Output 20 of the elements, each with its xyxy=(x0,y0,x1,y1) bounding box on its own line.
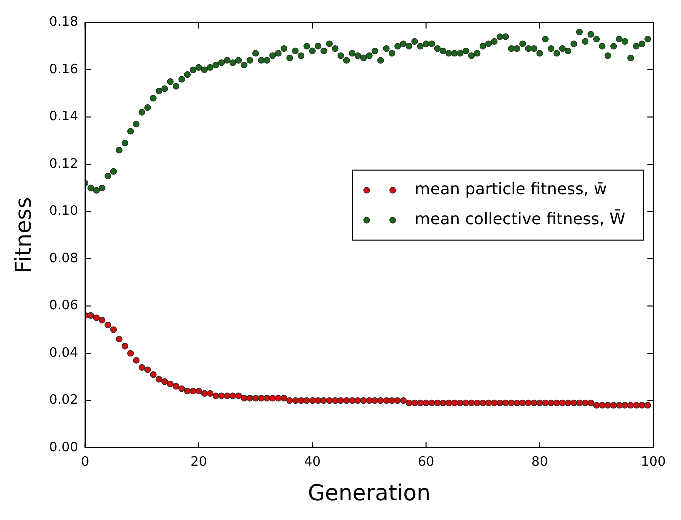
y-tick-label: 0.12 xyxy=(49,156,78,172)
y-tick-label: 0.16 xyxy=(49,62,78,78)
legend-label: mean particle fitness, w̄ xyxy=(414,180,608,199)
y-tick-label: 0.00 xyxy=(49,440,78,456)
y-tick-label: 0.02 xyxy=(49,393,78,408)
y-tick-label: 0.08 xyxy=(49,251,78,266)
y-tick-label: 0.14 xyxy=(49,110,78,125)
x-axis-title: Generation xyxy=(308,482,431,507)
y-axis-title: Fitness xyxy=(12,197,37,274)
y-tick-label: 0.18 xyxy=(49,15,78,30)
y-tick-label: 0.06 xyxy=(49,298,78,314)
x-tick-label: 0 xyxy=(81,455,90,470)
x-tick-label: 80 xyxy=(532,455,548,470)
x-tick-label: 100 xyxy=(641,455,666,470)
x-tick-label: 40 xyxy=(304,455,321,470)
y-tick-label: 0.10 xyxy=(49,204,78,220)
x-tick-label: 20 xyxy=(190,455,208,470)
x-tick-label: 60 xyxy=(418,455,435,470)
y-tick-label: 0.04 xyxy=(49,346,78,361)
legend-label: mean collective fitness, W̄ xyxy=(414,210,626,229)
